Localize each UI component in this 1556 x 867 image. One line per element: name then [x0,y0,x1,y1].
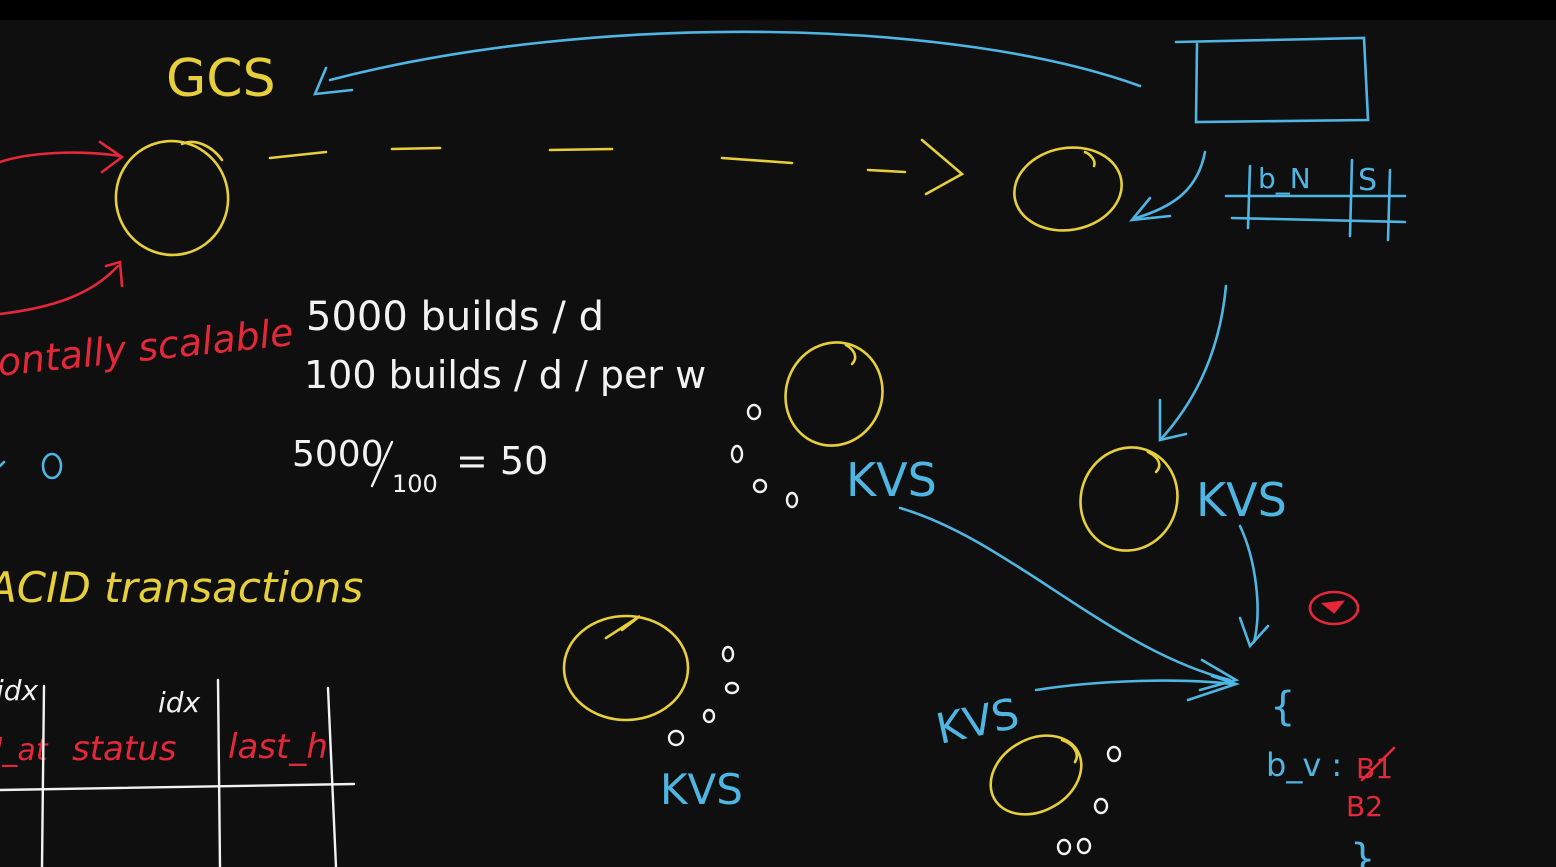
table-header-bn: b_N [1258,162,1311,195]
red-arrow-bottom [0,264,120,316]
kvs-label-bottom-left: KVS [660,765,743,814]
col-last-h: last_h [228,727,328,767]
map-strike [1360,746,1396,782]
idx-label-mid: idx [158,686,201,719]
builds-per-day-per-worker: 100 builds / d / per w [304,353,706,397]
replicas-middle [730,403,799,509]
kvs-label-top: KVS [846,453,937,507]
table-vline-3 [326,686,338,867]
node-left [114,139,230,257]
calc-division-line [370,440,394,488]
top-bar [0,0,1556,20]
map-key: b_v : [1266,746,1342,784]
acid-transactions-label: ACID transactions [0,563,363,612]
red-arrow-top [0,151,122,164]
table-vline-2 [216,678,222,867]
arrow-kvs-right-to-map [1238,524,1259,644]
dashed-arrow [268,138,965,196]
col-status: status [72,729,176,769]
node-left-tick [180,140,224,162]
replicas-bottom [1056,745,1122,856]
gcs-label: GCS [166,49,276,109]
calc-denominator: 100 [392,470,438,498]
calc-result: = 50 [456,439,548,483]
map-value: B2 [1346,790,1383,823]
node-right-top [1013,146,1123,232]
table-hline [0,782,356,792]
box-top-right [1174,36,1370,124]
table-vline-1 [40,684,46,867]
map-struck-value: B1 [1356,752,1393,785]
node-bottom-left [562,614,690,722]
arrow-kvs-bottom-to-map [1034,679,1234,692]
map-brace-bottom: } [1350,836,1375,867]
arrow-to-gcs [328,30,1142,88]
red-token [1308,590,1360,626]
table-bn-s [1224,158,1407,242]
calc-numerator: 5000 [292,434,384,475]
small-circle-left [41,452,63,480]
builds-per-day: 5000 builds / d [306,294,604,340]
map-brace-top: { [1270,684,1295,730]
node-bottom [989,734,1083,816]
arrow-kvs-mid-to-map [898,506,1232,682]
node-right-kvs [1079,446,1179,552]
replicas-bottom-left [667,645,740,747]
arrow-table-to-kvs [1160,284,1228,440]
kvs-label-right: KVS [1196,473,1287,527]
arrow-table-to-node [1134,150,1207,220]
table-header-s: S [1358,163,1377,198]
col-l-at: l_at [0,733,49,768]
idx-label-left: idx [0,674,39,707]
node-middle [784,341,884,447]
